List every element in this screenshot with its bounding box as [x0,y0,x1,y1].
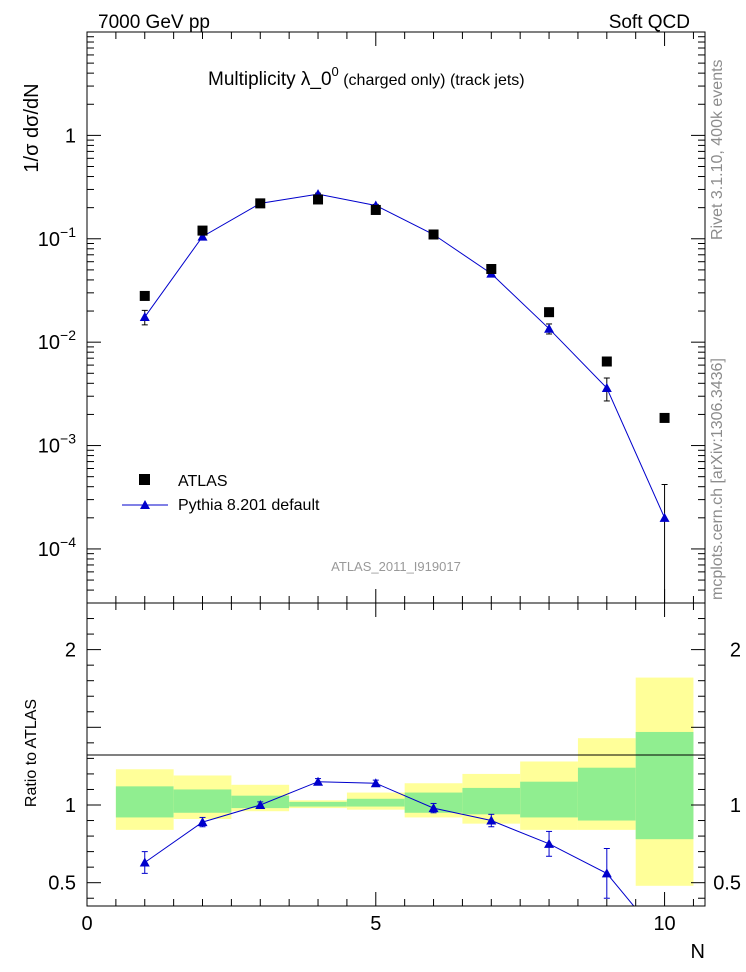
pythia-point [139,312,150,322]
pythia-ratio-curve [144,781,635,906]
x-tick-label: 0 [81,913,92,935]
ratio-y-tick-label-right: 1 [730,795,741,817]
pythia-curve [144,193,666,519]
main-y-tick-label: 10−2 [38,327,76,354]
inner-uncertainty-band [520,781,578,818]
atlas-point [197,225,208,236]
legend-pythia-marker [140,500,150,509]
header-right: Soft QCD [609,12,690,33]
main-y-tick-labels: 1 10−1 10−2 10−3 10−4 [38,125,76,561]
legend-atlas-label: ATLAS [178,473,228,490]
ratio-y-tick-label: 0.5 [48,873,76,895]
pythia-point [544,323,555,333]
main-y-tick-label: 10−4 [38,534,76,561]
inner-uncertainty-band [289,801,347,807]
title-superscript: 0 [332,64,339,79]
x-tick-labels: 0 5 10 [81,913,675,935]
analysis-watermark: ATLAS_2011_I919017 [331,559,461,574]
main-plot-frame [86,31,706,604]
legend: ATLAS Pythia 8.201 default [122,473,320,514]
title-main: Multiplicity λ_0 [208,69,332,90]
atlas-point [313,194,324,205]
pythia-ratio-point [601,868,612,878]
inner-uncertainty-band [462,787,521,815]
main-axis-ticks [86,31,705,604]
pythia-point [197,231,208,241]
ratio-y-tick-label-right: 0.5 [713,873,741,895]
pythia-ratio-point [486,815,497,825]
ratio-axis-ticks [86,602,705,906]
main-y-tick-label: 10−3 [38,431,76,458]
pythia-ratio-point [139,857,150,867]
atlas-point [255,198,266,209]
legend-atlas-marker [139,474,150,485]
x-tick-label: 5 [370,913,381,935]
main-y-tick-label: 10−1 [38,224,76,251]
main-plot-panel: 1 10−1 10−2 10−3 10−4 1/σ dσ/dN Multiplicity… [21,31,706,604]
atlas-point [659,412,670,423]
ratio-y-tick-label: 1 [65,795,76,817]
inner-uncertainty-band [115,786,174,818]
atlas-point [601,356,612,367]
ratio-y-tick-label: 2 [65,640,76,662]
inner-uncertainty-band [173,789,232,813]
legend-pythia-label: Pythia 8.201 default [178,497,320,514]
inner-uncertainty-band [404,792,463,813]
mcplots-label: mcplots.cern.ch [arXiv:1306.3436] [709,358,726,600]
ratio-y-tick-label-right: 2 [730,640,741,662]
ratio-plot-panel: 0.5 0.5 1 1 2 2 0 5 10 Ratio to ATLAS N [23,602,741,963]
main-y-axis-label: 1/σ dσ/dN [21,83,43,172]
ratio-series-layer [139,776,635,906]
ratio-y-axis-label: Ratio to ATLAS [23,699,40,807]
rivet-label: Rivet 3.1.10, 400k events [709,59,726,240]
pythia-ratio-point [544,838,555,848]
pythia-ratio-point [197,817,208,827]
main-plot-title: Multiplicity λ_00 (charged only) (track … [208,64,525,90]
main-series-layer [139,189,670,603]
ratio-y-tick-labels: 0.5 0.5 1 1 2 2 [48,640,741,895]
x-axis-label: N [691,941,705,963]
ratio-plot-frame [86,602,706,907]
x-tick-label: 10 [653,913,675,935]
header-left: 7000 GeV pp [98,12,210,33]
ratio-clipped-group [139,776,635,906]
title-suffix: (charged only) (track jets) [339,72,525,89]
inner-uncertainty-band [346,798,405,807]
atlas-point [139,290,150,301]
pythia-ratio-point [255,800,266,809]
pythia-ratio-point [370,778,381,788]
pythia-ratio-point [313,776,324,786]
atlas-point [370,204,381,215]
inner-uncertainty-band [635,731,694,840]
atlas-point [428,229,439,240]
pythia-point [659,512,670,522]
pythia-ratio-point [428,803,439,813]
pythia-point [601,383,612,393]
atlas-point [486,264,497,275]
atlas-point [544,307,555,318]
main-y-tick-label: 1 [65,125,76,147]
inner-uncertainty-band [577,767,636,821]
